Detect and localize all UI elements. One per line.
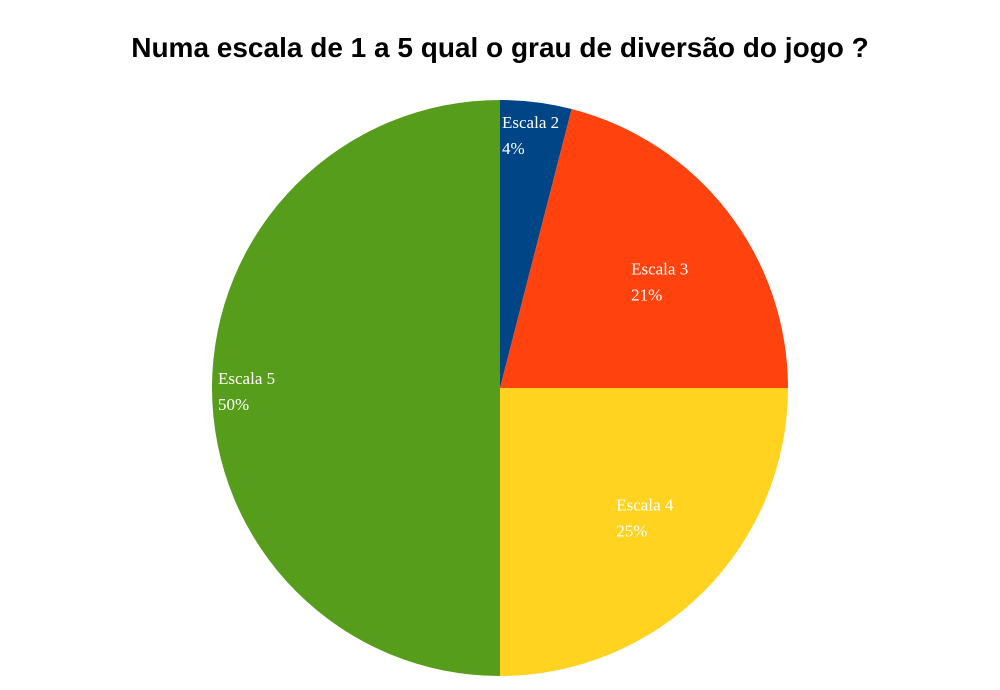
pie-slice-escala-3 bbox=[500, 109, 788, 389]
slice-value-escala-3: 21% bbox=[631, 286, 662, 305]
slice-value-escala-4: 25% bbox=[616, 521, 647, 540]
slice-label-escala-4: Escala 4 bbox=[616, 495, 674, 514]
chart-title: Numa escala de 1 a 5 qual o grau de dive… bbox=[131, 32, 869, 63]
slice-value-escala-2: 4% bbox=[502, 139, 525, 158]
slice-label-escala-5: Escala 5 bbox=[218, 369, 275, 388]
pie-slice-escala-4 bbox=[500, 388, 788, 676]
pie-slices bbox=[212, 100, 788, 676]
slice-label-escala-3: Escala 3 bbox=[631, 260, 688, 279]
pie-labels: Escala 2 4% Escala 3 21% Escala 4 25% Escala 5… bbox=[218, 113, 688, 540]
slice-value-escala-5: 50% bbox=[218, 395, 249, 414]
slice-label-escala-2: Escala 2 bbox=[502, 113, 559, 132]
pie-slice-escala-5 bbox=[212, 100, 500, 676]
pie-slice-escala-2 bbox=[500, 100, 572, 388]
